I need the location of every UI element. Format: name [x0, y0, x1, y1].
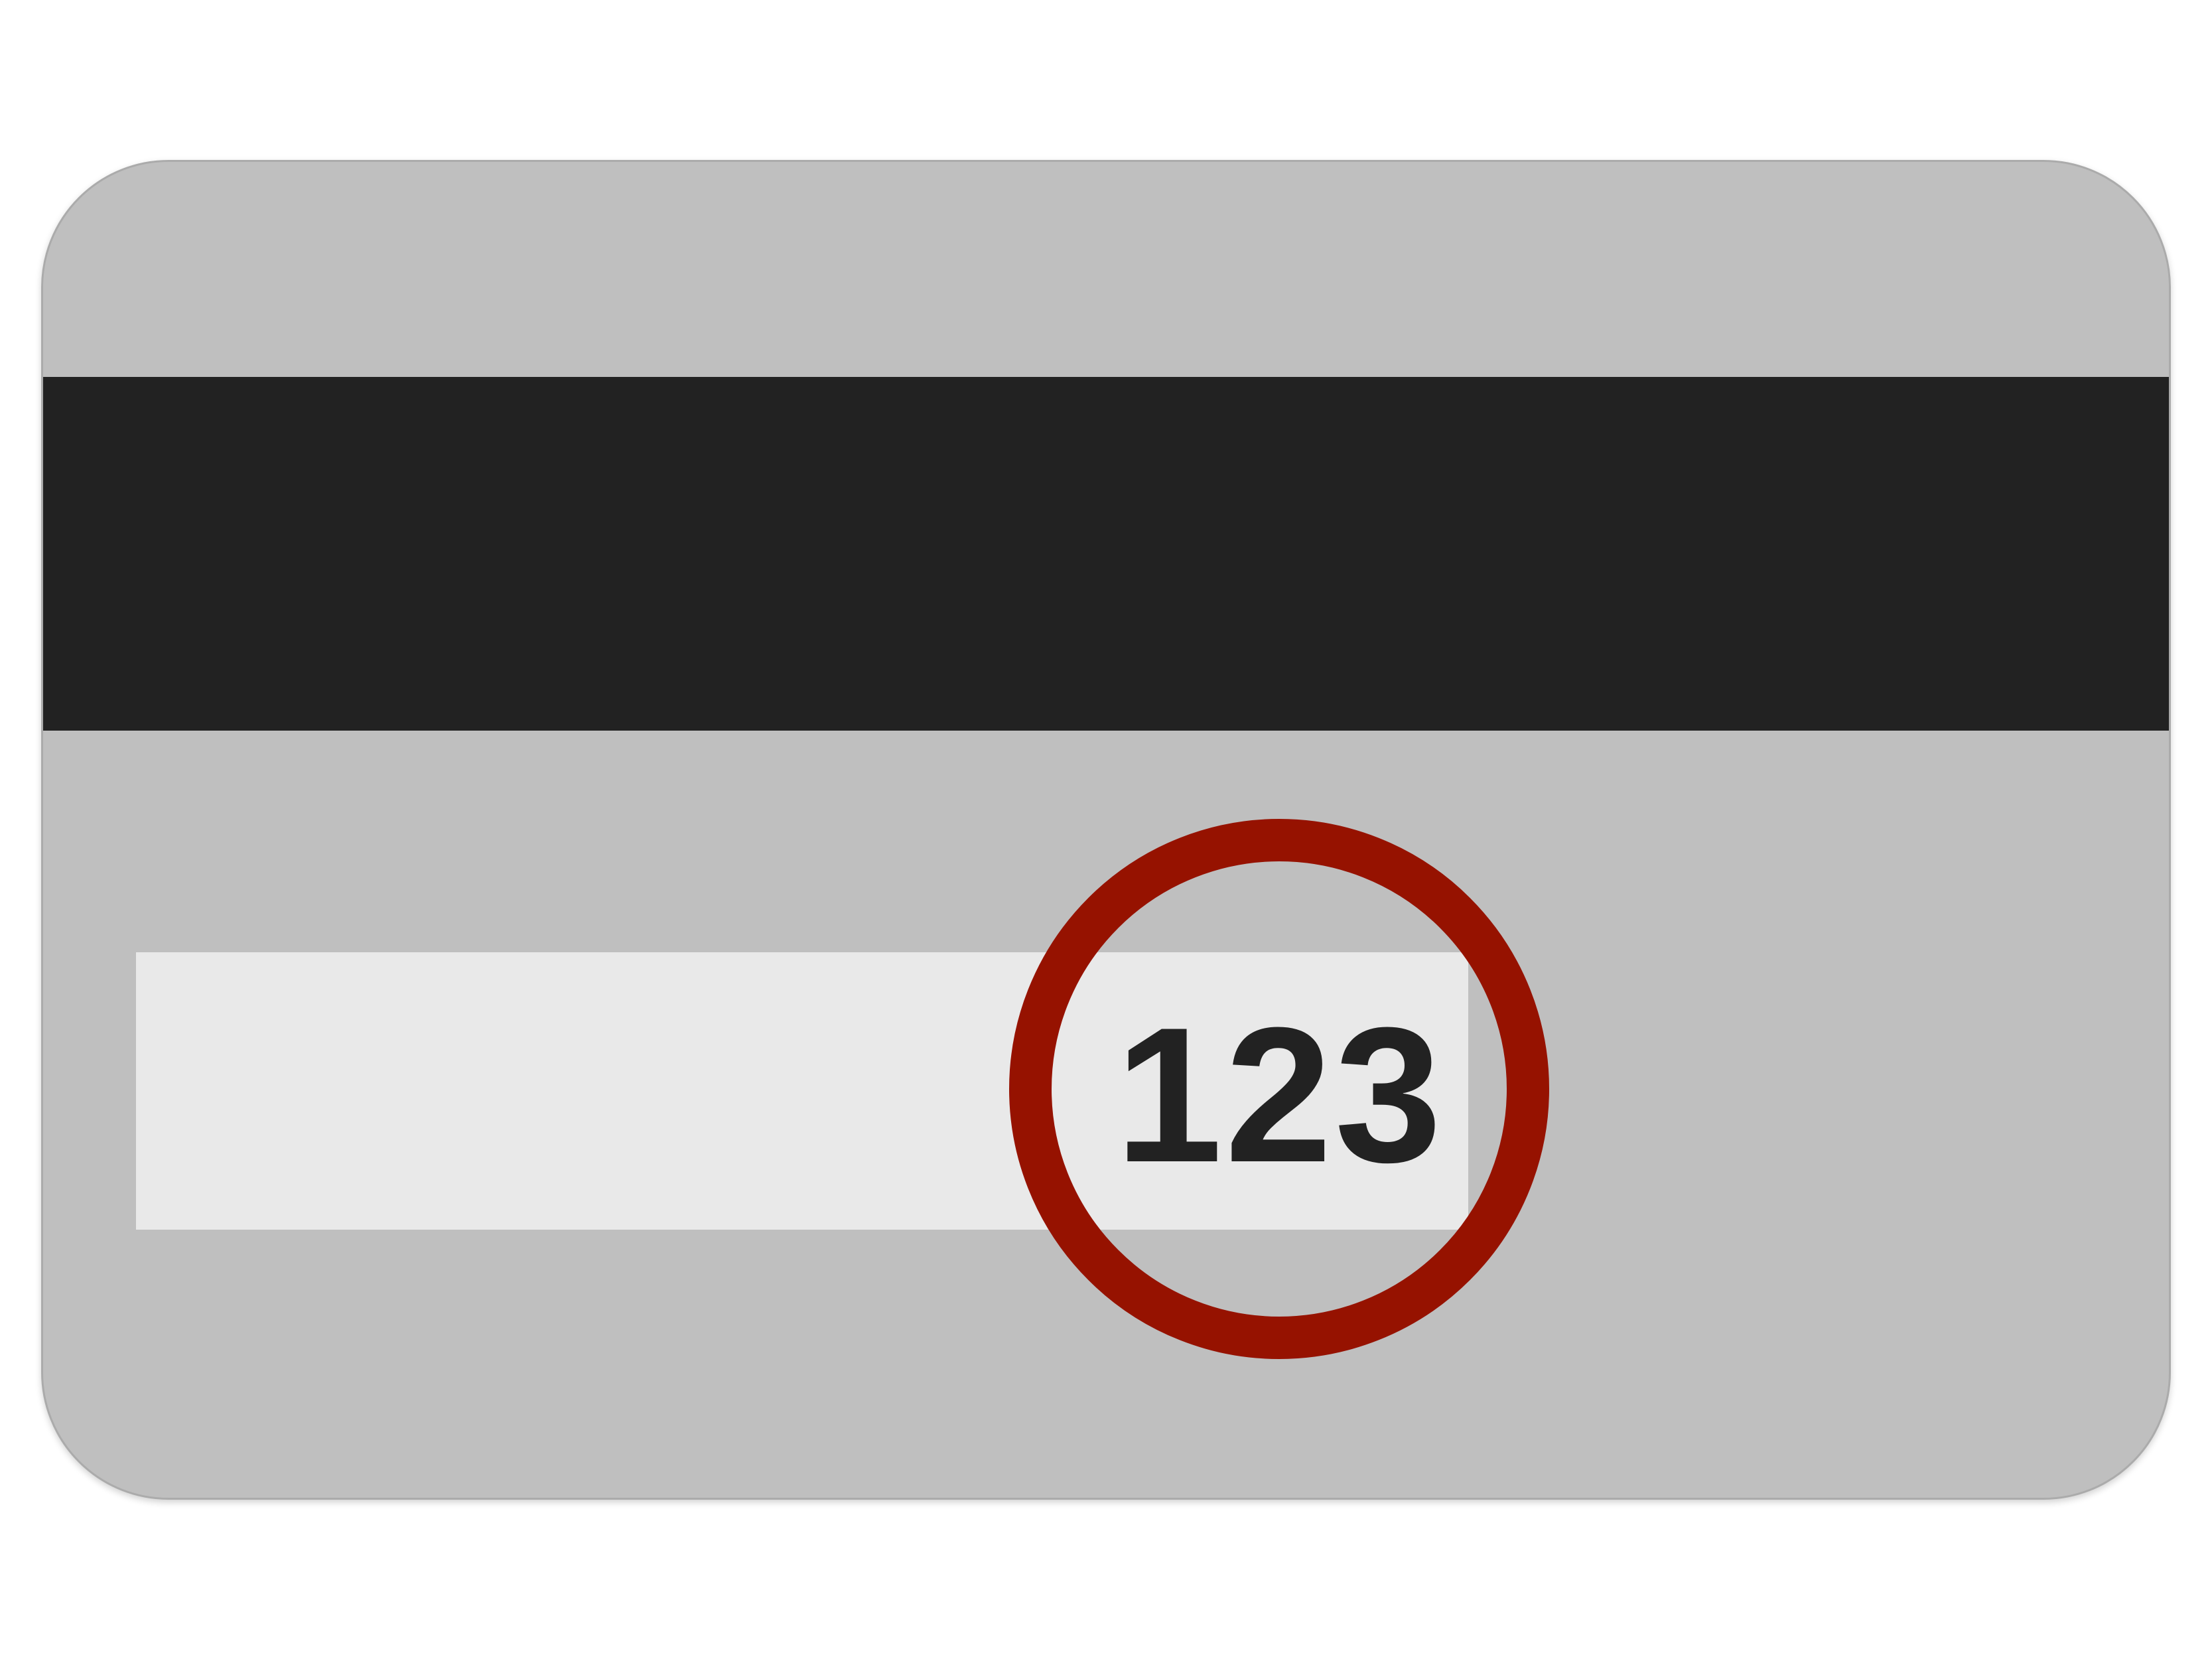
- card-back: [41, 160, 2171, 1500]
- magnetic-stripe: [43, 377, 2169, 731]
- highlight-circle: [1009, 819, 1549, 1359]
